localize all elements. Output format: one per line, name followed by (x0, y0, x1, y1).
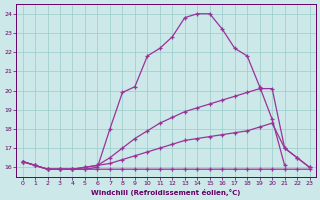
X-axis label: Windchill (Refroidissement éolien,°C): Windchill (Refroidissement éolien,°C) (92, 189, 241, 196)
